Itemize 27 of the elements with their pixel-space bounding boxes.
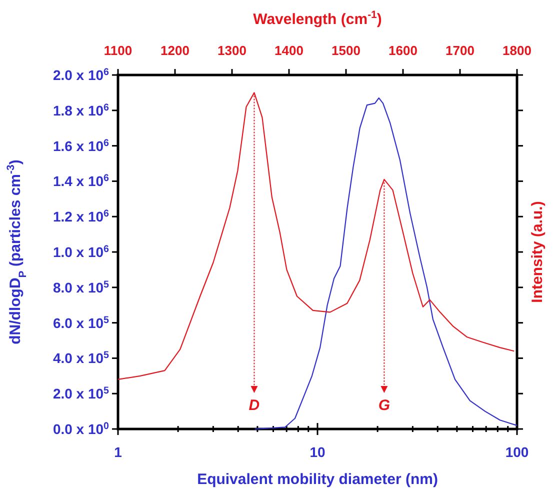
x2-tick-label: 1300 bbox=[218, 43, 246, 58]
y-tick-label: 1.0 x 10$^{6}$ bbox=[52, 244, 110, 260]
y-tick-label: 8.0 x 10$^{5}$ bbox=[52, 278, 110, 296]
y-tick-label: 0.0 x 10$^{0}$ bbox=[52, 420, 110, 437]
x-tick-label: 100 bbox=[505, 444, 529, 460]
y-tick-label: 6.0 x 10$^{5}$ bbox=[52, 314, 110, 331]
x-tick-label: 10 bbox=[310, 444, 326, 460]
ref-line-label: G bbox=[378, 397, 390, 414]
x-tick-label: 1 bbox=[114, 444, 122, 460]
x2-tick-label: 1100 bbox=[104, 43, 132, 58]
y-tick-label: 2.0 x 10$^{5}$ bbox=[52, 385, 110, 402]
x2-tick-label: 1800 bbox=[502, 43, 532, 58]
y-tick-label: 4.0 x 10$^{5}$ bbox=[52, 350, 110, 366]
ref-line-label: D bbox=[248, 397, 260, 414]
x2-axis-title: Wavelength (cm$^{-1}$) bbox=[253, 9, 382, 28]
y-tick-label: 1.2 x 10$^{6}$ bbox=[52, 208, 110, 225]
y-tick-label: 1.8 x 10$^{6}$ bbox=[52, 102, 110, 118]
x2-tick-label: 1600 bbox=[388, 43, 418, 58]
y-tick-label: 2.0 x 10$^{6}$ bbox=[52, 66, 110, 83]
x2-tick-label: 1700 bbox=[446, 43, 474, 58]
y2-axis-title: Intensity (a.u.) bbox=[529, 201, 546, 303]
y-tick-label: 1.6 x 10$^{6}$ bbox=[52, 137, 110, 154]
x-axis-title: Equivalent mobility diameter (nm) bbox=[197, 471, 438, 488]
x2-tick-label: 1400 bbox=[274, 43, 304, 58]
x2-tick-label: 1500 bbox=[332, 43, 360, 58]
x2-tick-label: 1200 bbox=[160, 43, 190, 58]
y-tick-label: 1.4 x 10$^{6}$ bbox=[52, 172, 110, 190]
